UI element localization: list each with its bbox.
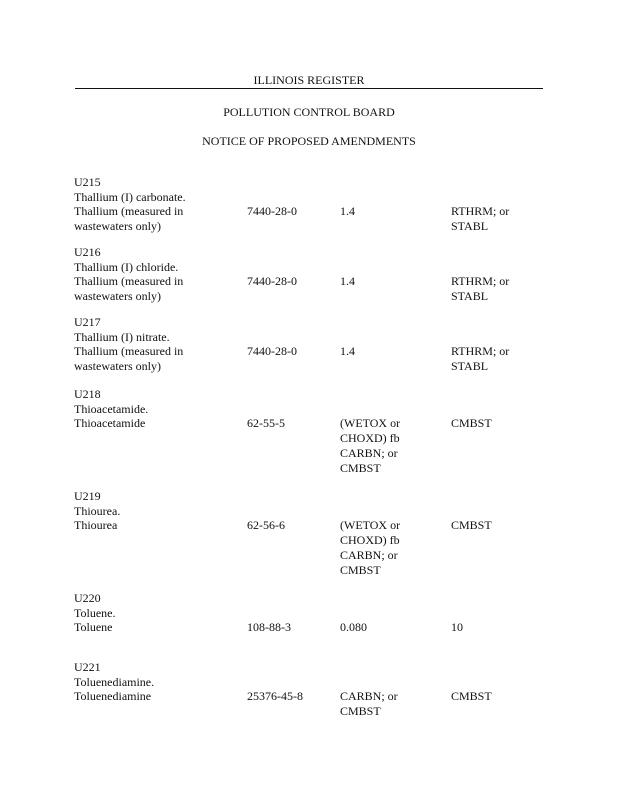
wastewater-line: 1.4 — [340, 344, 355, 359]
wastewater-line: CHOXD) fb — [340, 533, 400, 548]
chemical-name: Toluenediamine. — [74, 674, 155, 689]
nonwastewater-standard: CMBST — [451, 689, 541, 704]
nonwastewater-line: RTHRM; or — [451, 204, 510, 219]
wastewater-line: CMBST — [340, 460, 381, 475]
cas-number: 7440-28-0 — [247, 274, 297, 289]
waste-name: U218 Thioacetamide. Thioacetamide — [74, 387, 244, 431]
nonwastewater-line: RTHRM; or — [451, 344, 510, 359]
waste-code: U218 — [74, 387, 101, 401]
wastewater-standard: 1.4 — [340, 344, 440, 359]
wastewater-line: CMBST — [340, 704, 381, 719]
nonwastewater-line: CMBST — [451, 689, 492, 704]
waste-code: U216 — [74, 245, 101, 259]
chemical-name: Thioacetamide. — [74, 401, 149, 416]
waste-code: U221 — [74, 660, 101, 674]
waste-code: U219 — [74, 489, 101, 503]
wastewater-line: CARBN; or — [340, 689, 398, 704]
cas-number: 108-88-3 — [247, 620, 291, 635]
nonwastewater-line: 10 — [451, 620, 463, 635]
table-row: U218 Thioacetamide. Thioacetamide 62-55-5 (W… — [74, 387, 554, 475]
table-row: U215 Thallium (I) carbonate. Thallium (mea… — [74, 175, 554, 234]
wastewater-line: 1.4 — [340, 274, 355, 289]
waste-name: U220 Toluene. Toluene — [74, 591, 244, 635]
cas-number: 7440-28-0 — [247, 204, 297, 219]
wastewater-standard: 1.4 — [340, 204, 440, 219]
table-row: U220 Toluene. Toluene 108-88-3 0.080 10 — [74, 591, 554, 635]
cas-number: 62-55-5 — [247, 416, 285, 431]
waste-name: U221 Toluenediamine. Toluenediamine — [74, 660, 244, 704]
wastewater-standard: 0.080 — [340, 620, 440, 635]
waste-name: U219 Thiourea. Thiourea — [74, 489, 244, 533]
nonwastewater-standard: CMBST — [451, 518, 541, 533]
nonwastewater-standard: 10 — [451, 620, 541, 635]
chemical-name: Thallium (measured in — [74, 274, 184, 289]
wastewater-line: (WETOX or — [340, 518, 401, 533]
chemical-name: Toluenediamine — [74, 689, 152, 704]
wastewater-line: CARBN; or — [340, 547, 398, 562]
notice-title: NOTICE OF PROPOSED AMENDMENTS — [202, 134, 416, 148]
wastewater-line: CMBST — [340, 562, 381, 577]
nonwastewater-line: RTHRM; or — [451, 274, 510, 289]
nonwastewater-line: CMBST — [451, 416, 492, 431]
wastewater-standard: (WETOX or CHOXD) fb CARBN; or CMBST — [340, 416, 440, 475]
waste-code: U220 — [74, 591, 101, 605]
nonwastewater-line: STABL — [451, 359, 489, 374]
chemical-name: wastewaters only) — [74, 359, 161, 374]
nonwastewater-standard: CMBST — [451, 416, 541, 431]
chemical-name: wastewaters only) — [74, 289, 161, 304]
wastewater-line: CARBN; or — [340, 445, 398, 460]
register-title: ILLINOIS REGISTER — [253, 73, 365, 87]
wastewater-standard: CARBN; or CMBST — [340, 689, 440, 718]
chemical-name: Thallium (measured in — [74, 344, 184, 359]
nonwastewater-line: STABL — [451, 289, 489, 304]
cas-number: 62-56-6 — [247, 518, 285, 533]
header-rule — [75, 88, 543, 89]
waste-code: U215 — [74, 175, 101, 189]
chemical-name: wastewaters only) — [74, 219, 161, 234]
table-row: U219 Thiourea. Thiourea 62-56-6 (WETOX or CHO… — [74, 489, 554, 577]
chemical-name: Thiourea. — [74, 503, 121, 518]
chemical-name: Thallium (I) nitrate. — [74, 329, 170, 344]
chemical-name: Toluene — [74, 620, 113, 635]
cas-number: 7440-28-0 — [247, 344, 297, 359]
chemical-name: Toluene. — [74, 605, 116, 620]
nonwastewater-line: CMBST — [451, 518, 492, 533]
nonwastewater-line: STABL — [451, 219, 489, 234]
wastewater-standard: (WETOX or CHOXD) fb CARBN; or CMBST — [340, 518, 440, 577]
chemical-name: Thallium (I) chloride. — [74, 259, 179, 274]
table-row: U216 Thallium (I) chloride. Thallium (meas… — [74, 245, 554, 304]
chemical-name: Thallium (measured in — [74, 204, 184, 219]
chemical-name: Thallium (I) carbonate. — [74, 189, 186, 204]
nonwastewater-standard: RTHRM; or STABL — [451, 344, 541, 373]
table-row: U221 Toluenediamine. Toluenediamine 25376-4… — [74, 660, 554, 718]
waste-name: U216 Thallium (I) chloride. Thallium (meas… — [74, 245, 244, 304]
wastewater-standard: 1.4 — [340, 274, 440, 289]
cas-number: 25376-45-8 — [247, 689, 303, 704]
waste-name: U215 Thallium (I) carbonate. Thallium (mea… — [74, 175, 244, 234]
wastewater-line: 0.080 — [340, 620, 367, 635]
wastewater-line: (WETOX or — [340, 416, 401, 431]
chemical-name: Thiourea — [74, 518, 118, 533]
wastewater-line: 1.4 — [340, 204, 355, 219]
chemical-name: Thioacetamide — [74, 416, 146, 431]
table-row: U217 Thallium (I) nitrate. Thallium (measu… — [74, 315, 554, 374]
nonwastewater-standard: RTHRM; or STABL — [451, 204, 541, 233]
waste-code: U217 — [74, 315, 101, 329]
board-name: POLLUTION CONTROL BOARD — [223, 105, 395, 119]
nonwastewater-standard: RTHRM; or STABL — [451, 274, 541, 303]
waste-name: U217 Thallium (I) nitrate. Thallium (measu… — [74, 315, 244, 374]
wastewater-line: CHOXD) fb — [340, 431, 400, 446]
